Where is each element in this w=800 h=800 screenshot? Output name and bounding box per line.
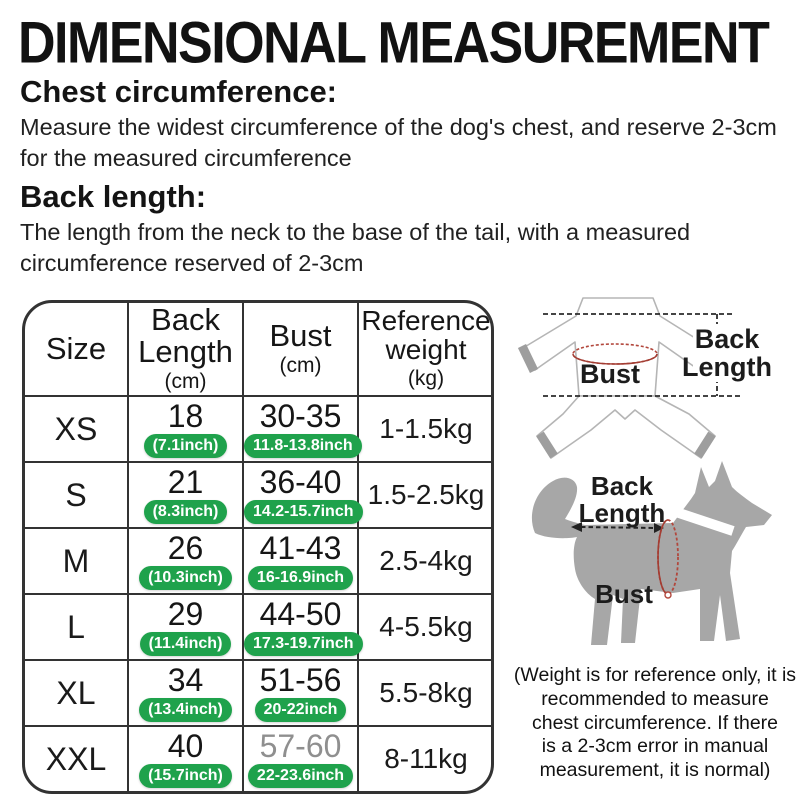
col-header-reference-weight: Reference weight (kg) xyxy=(357,303,491,397)
weight-value: 4-5.5kg xyxy=(357,593,491,661)
back-length-inch-badge: (15.7inch) xyxy=(139,764,232,789)
back-length-inch-badge: (8.3inch) xyxy=(143,500,228,525)
dog-back-length-label: Back xyxy=(591,471,654,501)
garment-bust-label: Bust xyxy=(580,359,640,389)
label-backdrop xyxy=(693,324,775,382)
bust-inch-badge: 17.3-19.7inch xyxy=(244,632,363,657)
bust-cell: 36-40 14.2-15.7inch xyxy=(242,461,363,529)
size-value: XXL xyxy=(25,725,129,791)
bust-ellipse-end-dot xyxy=(664,591,672,599)
back-length-inch-badge: (13.4inch) xyxy=(139,698,232,723)
bust-cell: 30-35 11.8-13.8inch xyxy=(242,395,362,463)
bust-cell: 41-43 16-16.9inch xyxy=(242,527,359,595)
back-length-cm: 21 xyxy=(167,463,204,500)
bust-measure-ellipse-front xyxy=(572,353,658,365)
col-header-bust: Bust (cm) xyxy=(242,303,359,397)
size-value: M xyxy=(25,527,129,595)
bust-measure-ellipse-front xyxy=(657,519,669,595)
dog-measure-diagram: Back Length Bust xyxy=(531,461,772,645)
bust-cell: 57-60 22-23.6inch xyxy=(242,725,359,791)
bust-cell: 44-50 17.3-19.7inch xyxy=(242,593,363,661)
sleeve-cuff xyxy=(517,344,539,373)
garment-bottom-piece xyxy=(536,395,716,459)
table-row-l: L 29 (11.4inch) 44-50 17.3-19.7inch 4-5.… xyxy=(25,593,491,661)
arrowhead-right xyxy=(654,523,664,533)
back-length-text: The length from the neck to the base of … xyxy=(20,219,691,277)
size-table: Size Back Length (cm) Bust (cm) Referenc… xyxy=(22,300,494,794)
bust-inch-badge: 16-16.9inch xyxy=(247,566,354,591)
chest-circumference-text: Measure the widest circumference of the … xyxy=(20,114,777,172)
dog-silhouette xyxy=(531,461,772,645)
bust-inch-badge: 20-22inch xyxy=(254,698,347,723)
size-value: XS xyxy=(25,395,129,463)
col-header-back-length: Back Length (cm) xyxy=(127,303,244,397)
back-length-cm: 34 xyxy=(167,661,204,698)
col-header-size: Size xyxy=(25,303,129,397)
back-length-cm: 29 xyxy=(167,595,204,632)
page-title: DIMENSIONAL MEASUREMENT xyxy=(18,11,770,77)
bust-cell: 51-56 20-22inch xyxy=(242,659,359,727)
size-value: XL xyxy=(25,659,129,727)
back-length-heading: Back length: xyxy=(20,179,207,214)
back-length-cell: 18 (7.1inch) xyxy=(127,395,244,463)
weight-value: 1.5-2.5kg xyxy=(357,461,491,529)
leg-cuff xyxy=(536,431,558,459)
dog-bust-label: Bust xyxy=(595,579,653,609)
back-length-cell: 21 (8.3inch) xyxy=(127,461,244,529)
back-length-inch-badge: (7.1inch) xyxy=(143,434,228,459)
table-row-m: M 26 (10.3inch) 41-43 16-16.9inch 2.5-4k… xyxy=(25,527,491,595)
bust-cm: 57-60 xyxy=(259,727,342,764)
back-length-cell: 26 (10.3inch) xyxy=(127,527,244,595)
back-length-cm: 40 xyxy=(167,727,204,764)
bust-cm: 41-43 xyxy=(259,529,342,566)
chest-circumference-heading: Chest circumference: xyxy=(20,74,338,109)
bust-cm: 30-35 xyxy=(259,397,342,434)
table-row-xxl: XXL 40 (15.7inch) 57-60 22-23.6inch 8-11… xyxy=(25,725,491,791)
bust-inch-badge: 22-23.6inch xyxy=(247,764,354,789)
garment-back-length-label: Length xyxy=(682,352,772,382)
bust-cm: 36-40 xyxy=(259,463,342,500)
back-length-inch-badge: (11.4inch) xyxy=(139,632,232,657)
bust-cm: 44-50 xyxy=(259,595,342,632)
weight-value: 2.5-4kg xyxy=(357,527,491,595)
leg-cuff xyxy=(694,431,716,459)
dog-back-length-label: Length xyxy=(579,498,666,528)
size-value: S xyxy=(25,461,129,529)
back-length-cell: 40 (15.7inch) xyxy=(127,725,244,791)
weight-value: 5.5-8kg xyxy=(357,659,491,727)
back-length-cm: 26 xyxy=(167,529,204,566)
weight-value: 8-11kg xyxy=(357,725,491,791)
table-row-s: S 21 (8.3inch) 36-40 14.2-15.7inch 1.5-2… xyxy=(25,461,491,529)
bust-cm: 51-56 xyxy=(259,661,342,698)
arrowhead-left xyxy=(571,522,582,532)
weight-value: 1-1.5kg xyxy=(357,395,491,463)
back-length-measure-line xyxy=(580,526,657,529)
back-length-cell: 34 (13.4inch) xyxy=(127,659,244,727)
back-length-cell: 29 (11.4inch) xyxy=(127,593,244,661)
weight-reference-note: (Weight is for reference only, it is rec… xyxy=(513,664,797,782)
bust-inch-badge: 14.2-15.7inch xyxy=(244,500,363,525)
table-row-xl: XL 34 (13.4inch) 51-56 20-22inch 5.5-8kg xyxy=(25,659,491,727)
table-row-xs: XS 18 (7.1inch) 30-35 11.8-13.8inch 1-1.… xyxy=(25,395,491,463)
dog-collar xyxy=(671,506,735,536)
back-length-cm: 18 xyxy=(167,397,204,434)
garment-back-length-label: Back xyxy=(695,324,761,354)
table-header-row: Size Back Length (cm) Bust (cm) Referenc… xyxy=(25,303,491,397)
back-length-inch-badge: (10.3inch) xyxy=(139,566,232,591)
garment-measure-diagram: Back Length Bust xyxy=(517,297,775,459)
size-value: L xyxy=(25,593,129,661)
bust-inch-badge: 11.8-13.8inch xyxy=(244,434,362,459)
